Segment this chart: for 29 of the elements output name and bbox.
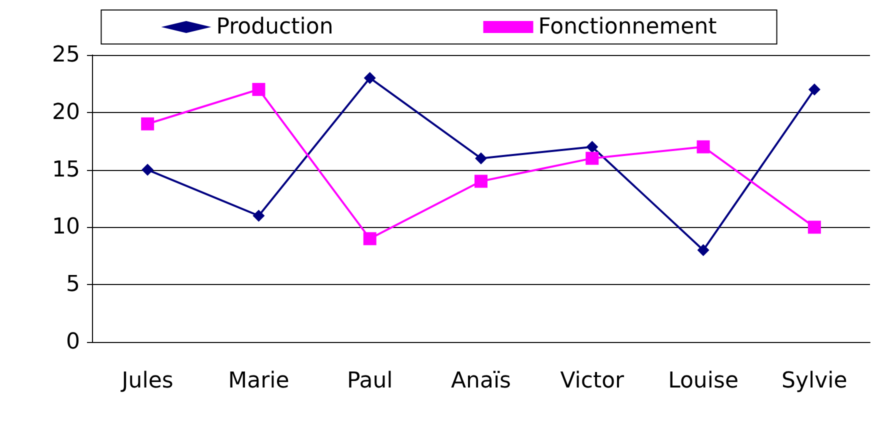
y-tick-label: 15	[52, 157, 80, 182]
x-tick-label: Sylvie	[782, 368, 848, 394]
point	[363, 232, 376, 246]
point	[364, 72, 376, 84]
point	[696, 140, 710, 154]
y-tick-label: 5	[66, 272, 80, 298]
y-tick-label: 0	[66, 330, 80, 354]
x-tick-label: Paul	[346, 368, 393, 394]
point	[252, 82, 266, 96]
x-tick-label: Marie	[228, 368, 290, 394]
point	[697, 244, 710, 256]
legend-label: Production	[216, 14, 334, 40]
point	[475, 152, 487, 164]
x-tick-label: Anaïs	[450, 368, 512, 394]
point	[142, 164, 154, 176]
point	[808, 83, 820, 96]
point	[252, 210, 265, 222]
x-tick-label: Victor	[560, 368, 626, 394]
point	[586, 152, 599, 165]
x-tick-label: Jules	[120, 368, 174, 394]
x-tick-label: Louise	[668, 368, 738, 394]
y-tick-label: 25	[52, 42, 80, 68]
y-tick-label: 10	[52, 214, 80, 240]
point	[586, 140, 598, 153]
point	[474, 174, 488, 188]
point	[141, 117, 154, 130]
point	[808, 220, 821, 234]
legend-label: Fonctionnement	[538, 14, 718, 40]
y-tick-label: 20	[52, 100, 80, 125]
